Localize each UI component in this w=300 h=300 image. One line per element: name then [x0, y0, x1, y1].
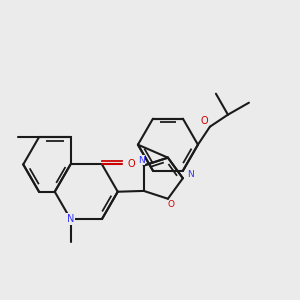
- Text: O: O: [167, 200, 174, 209]
- Text: N: N: [187, 170, 194, 179]
- Text: O: O: [127, 159, 135, 170]
- Text: O: O: [200, 116, 208, 126]
- Text: N: N: [138, 156, 145, 165]
- Text: N: N: [67, 214, 74, 224]
